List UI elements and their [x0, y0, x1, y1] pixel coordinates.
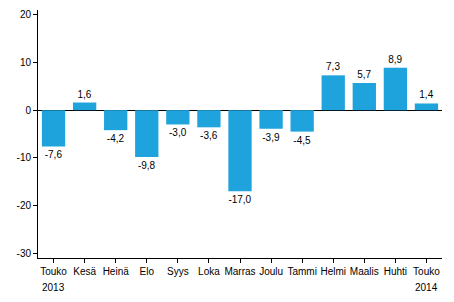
svg-text:-20: -20 — [17, 200, 32, 211]
svg-text:1,6: 1,6 — [77, 89, 91, 100]
svg-text:-30: -30 — [17, 248, 32, 259]
svg-text:Loka: Loka — [198, 266, 220, 277]
svg-text:Maalis: Maalis — [350, 266, 379, 277]
svg-text:10: 10 — [20, 57, 32, 68]
svg-text:-3,9: -3,9 — [262, 132, 280, 143]
svg-text:8,9: 8,9 — [388, 54, 402, 65]
svg-text:-7,6: -7,6 — [45, 149, 63, 160]
svg-text:Syys: Syys — [167, 266, 189, 277]
svg-text:Tammi: Tammi — [287, 266, 316, 277]
svg-text:-3,0: -3,0 — [169, 127, 187, 138]
svg-text:-4,2: -4,2 — [107, 133, 125, 144]
svg-text:-10: -10 — [17, 152, 32, 163]
svg-text:0: 0 — [25, 105, 31, 116]
svg-text:Elo: Elo — [140, 266, 155, 277]
svg-text:Helmi: Helmi — [320, 266, 346, 277]
svg-text:-4,5: -4,5 — [293, 135, 311, 146]
svg-text:Joulu: Joulu — [259, 266, 283, 277]
svg-text:7,3: 7,3 — [326, 61, 340, 72]
svg-text:-9,8: -9,8 — [138, 160, 156, 171]
svg-text:-17,0: -17,0 — [228, 194, 251, 205]
svg-text:Marras: Marras — [224, 266, 255, 277]
svg-text:2013: 2013 — [42, 282, 65, 293]
svg-text:20: 20 — [20, 9, 32, 20]
svg-text:-3,6: -3,6 — [200, 130, 218, 141]
svg-text:Touko: Touko — [413, 266, 440, 277]
svg-text:Touko: Touko — [40, 266, 67, 277]
svg-text:Huhti: Huhti — [384, 266, 407, 277]
svg-text:Kesä: Kesä — [73, 266, 96, 277]
svg-text:Heinä: Heinä — [103, 266, 130, 277]
svg-text:2014: 2014 — [415, 282, 438, 293]
svg-text:5,7: 5,7 — [357, 69, 371, 80]
svg-text:1,4: 1,4 — [419, 89, 433, 100]
